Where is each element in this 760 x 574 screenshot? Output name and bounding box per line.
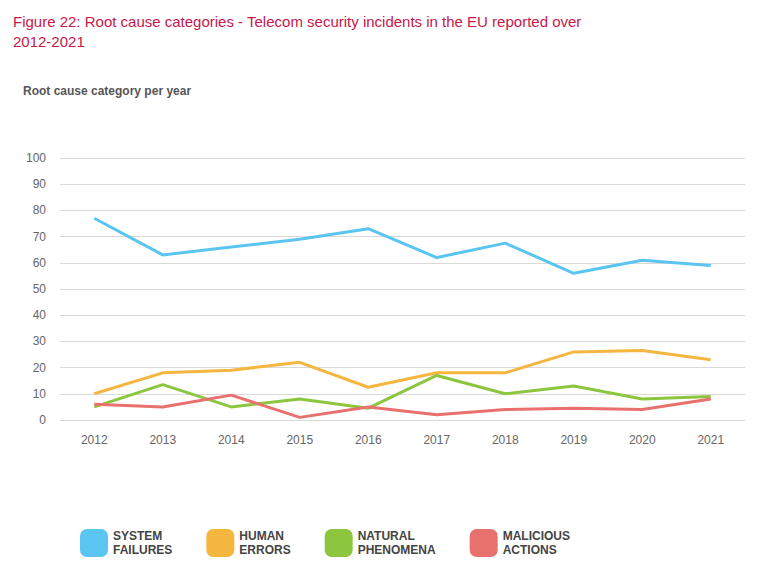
svg-text:2014: 2014 bbox=[218, 433, 245, 447]
svg-text:ERRORS: ERRORS bbox=[239, 543, 290, 557]
svg-text:60: 60 bbox=[33, 256, 47, 270]
svg-text:90: 90 bbox=[33, 177, 47, 191]
svg-text:2019: 2019 bbox=[560, 433, 587, 447]
svg-text:ACTIONS: ACTIONS bbox=[503, 543, 557, 557]
svg-text:Root cause category per year: Root cause category per year bbox=[23, 84, 191, 98]
svg-text:10: 10 bbox=[33, 387, 47, 401]
svg-text:0: 0 bbox=[39, 413, 46, 427]
svg-text:40: 40 bbox=[33, 308, 47, 322]
svg-text:HUMAN: HUMAN bbox=[239, 529, 284, 543]
svg-text:2012-2021: 2012-2021 bbox=[13, 33, 85, 50]
svg-text:FAILURES: FAILURES bbox=[113, 543, 172, 557]
svg-text:2020: 2020 bbox=[629, 433, 656, 447]
svg-text:2016: 2016 bbox=[355, 433, 382, 447]
svg-text:30: 30 bbox=[33, 334, 47, 348]
svg-text:50: 50 bbox=[33, 282, 47, 296]
svg-text:2012: 2012 bbox=[81, 433, 108, 447]
svg-text:Figure 22: Root cause categori: Figure 22: Root cause categories - Telec… bbox=[13, 13, 586, 30]
svg-text:2017: 2017 bbox=[423, 433, 450, 447]
svg-text:PHENOMENA: PHENOMENA bbox=[358, 543, 436, 557]
svg-text:MALICIOUS: MALICIOUS bbox=[503, 529, 570, 543]
svg-text:100: 100 bbox=[26, 151, 46, 165]
svg-text:2015: 2015 bbox=[286, 433, 313, 447]
svg-text:2021: 2021 bbox=[697, 433, 724, 447]
svg-text:2018: 2018 bbox=[492, 433, 519, 447]
svg-text:20: 20 bbox=[33, 361, 47, 375]
svg-text:80: 80 bbox=[33, 203, 47, 217]
svg-text:NATURAL: NATURAL bbox=[358, 529, 415, 543]
svg-text:SYSTEM: SYSTEM bbox=[113, 529, 162, 543]
svg-text:70: 70 bbox=[33, 230, 47, 244]
svg-text:2013: 2013 bbox=[149, 433, 176, 447]
